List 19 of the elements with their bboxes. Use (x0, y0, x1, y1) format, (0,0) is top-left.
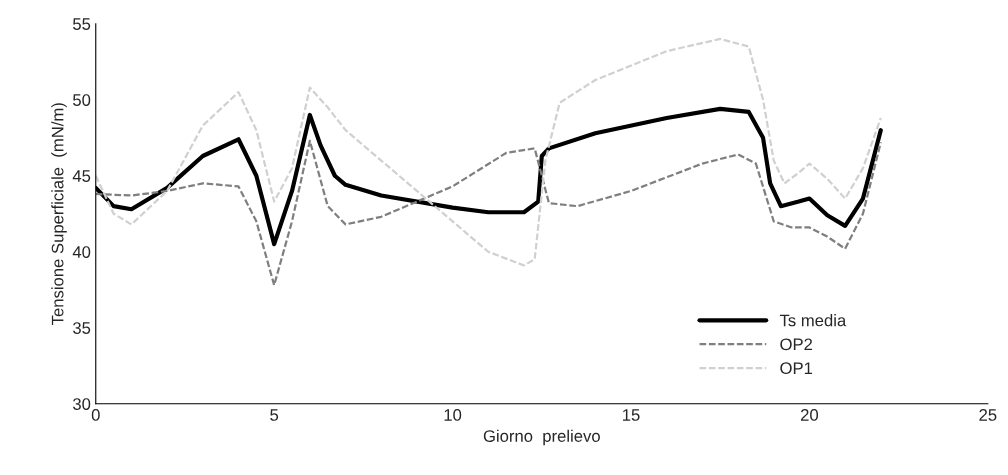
x-tick-label: 0 (91, 409, 100, 421)
x-tick-label: 20 (800, 409, 819, 421)
x-tick-label: 25 (979, 409, 997, 421)
line-series (95, 139, 882, 287)
x-tick-label: 15 (623, 409, 640, 421)
x-tick-label: 5 (270, 409, 279, 421)
legend-label: Ts media (779, 314, 847, 327)
legend-label: OP2 (780, 338, 813, 351)
y-tick-label: 50 (73, 94, 91, 106)
y-tick-label: 30 (73, 398, 91, 410)
legend-label: OP1 (780, 362, 813, 375)
y-tick-label: 35 (73, 322, 91, 334)
line-series (95, 37, 882, 267)
x-tick-label: 10 (444, 409, 462, 421)
x-axis-title: Giorno prelievo (483, 429, 600, 446)
y-axis-title: Tensione Superficiale (mN/m) (51, 103, 67, 325)
y-tick-label: 40 (72, 246, 91, 258)
y-tick-label: 45 (72, 170, 91, 182)
y-tick-label: 55 (73, 18, 91, 30)
